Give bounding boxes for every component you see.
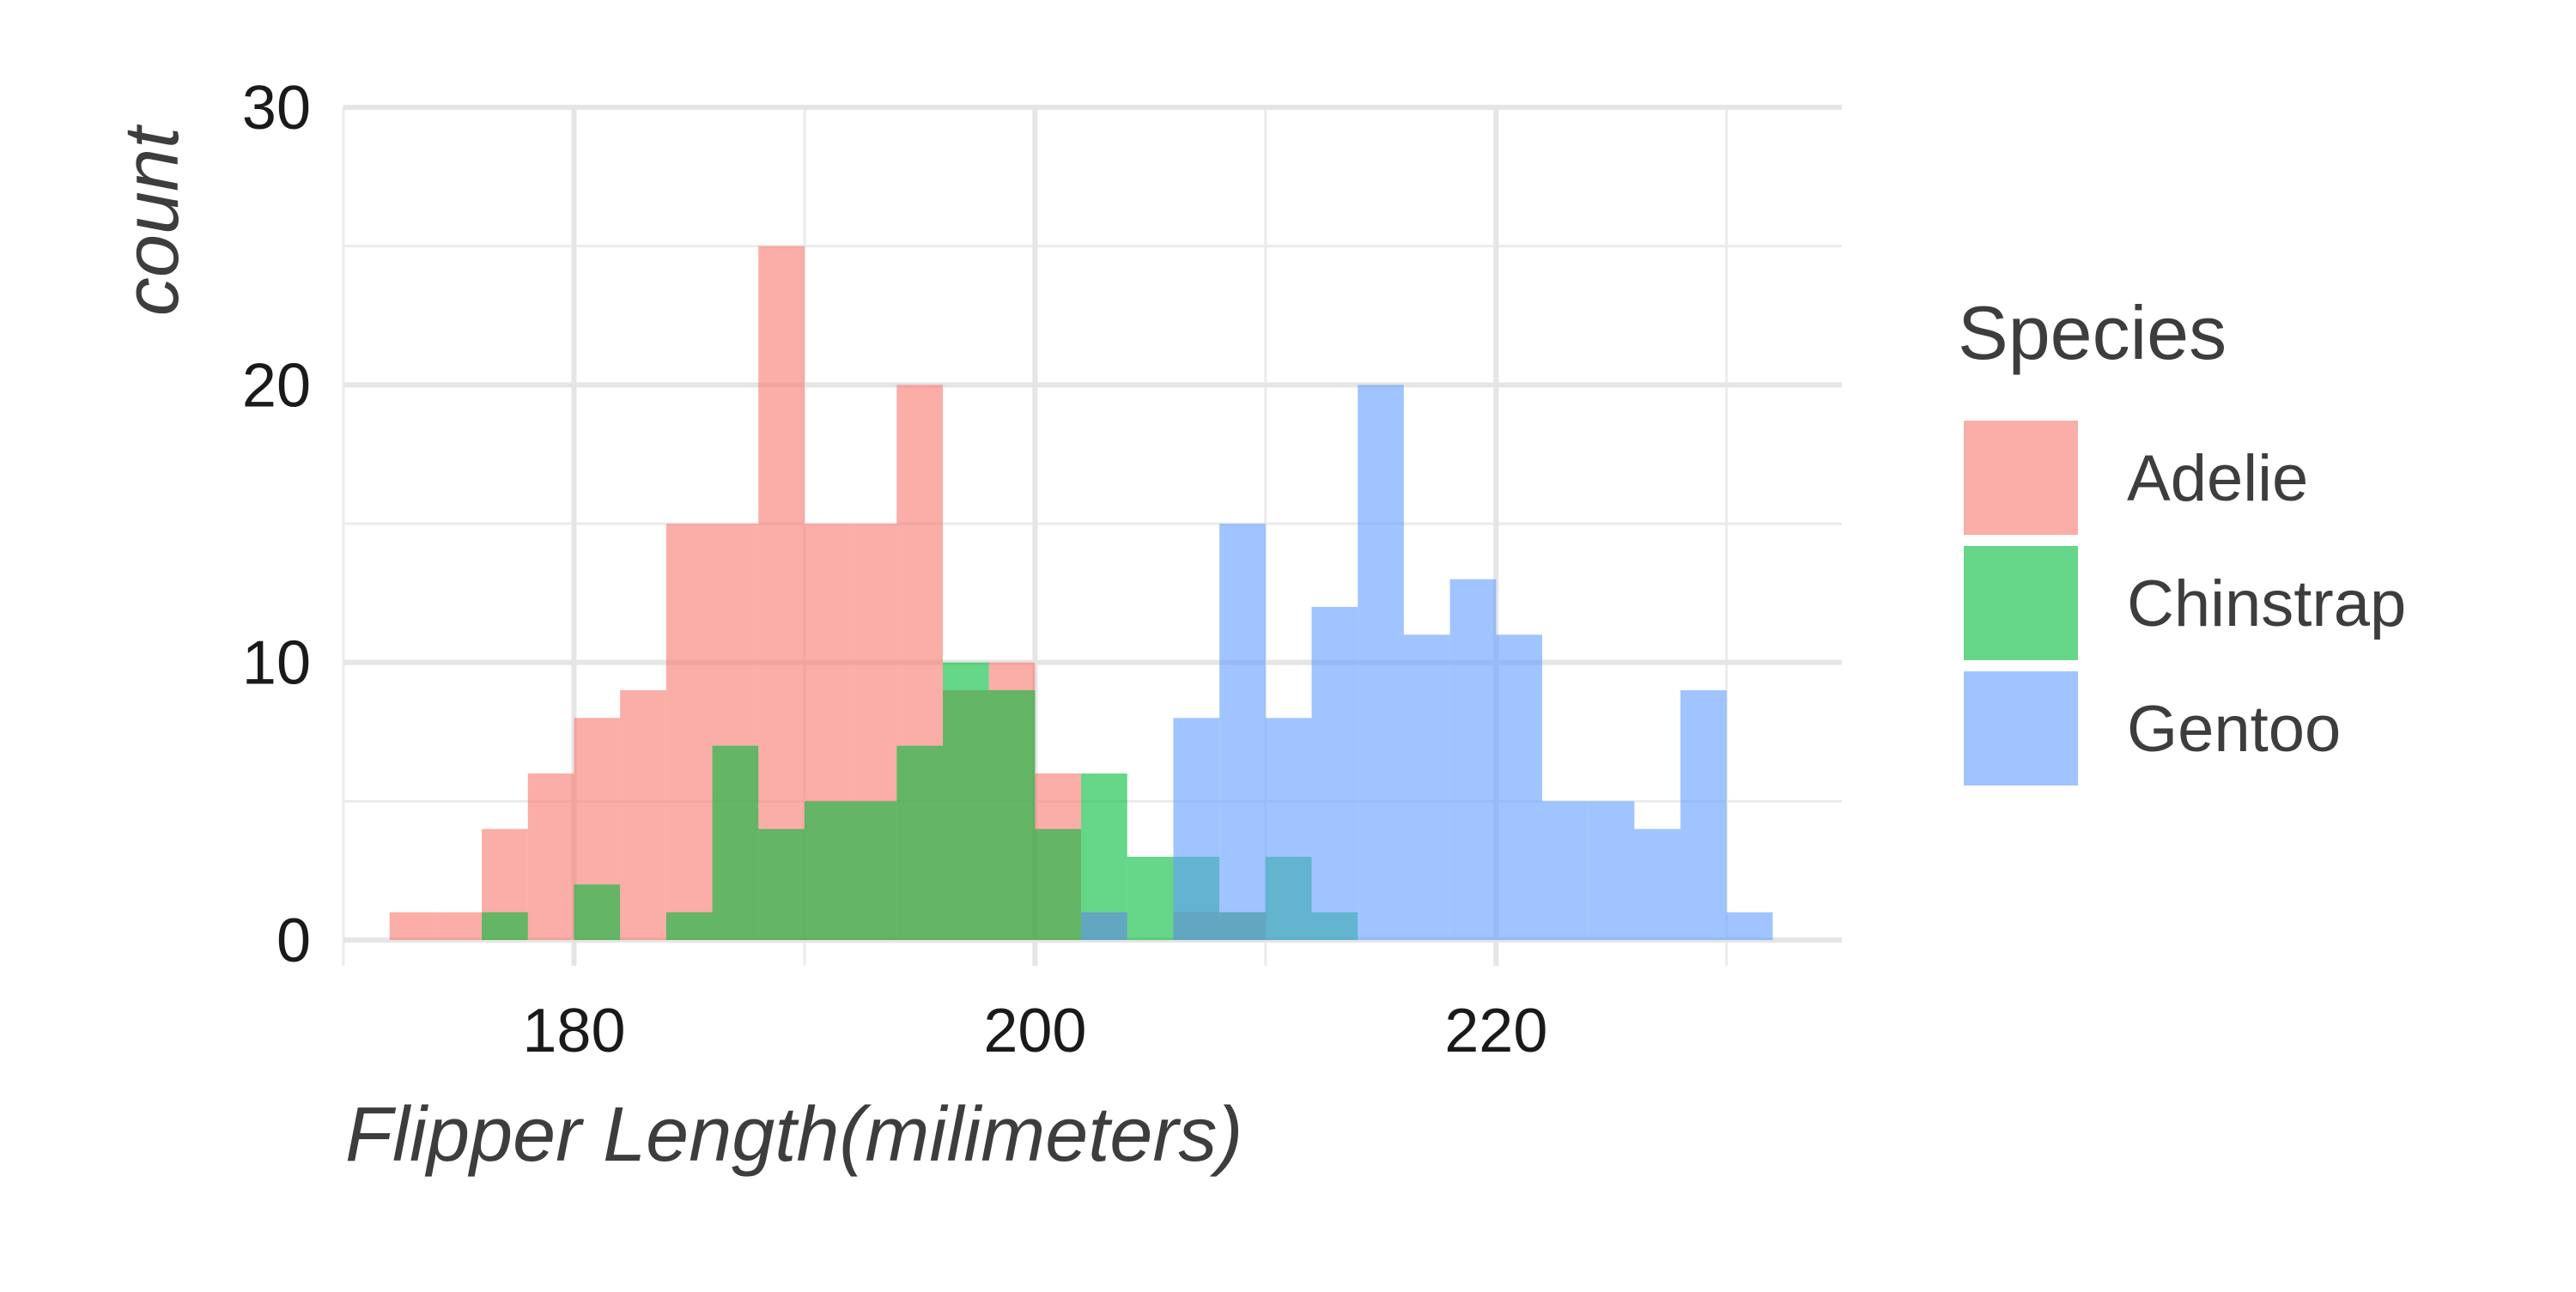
x-tick-label: 220 (1444, 997, 1547, 1065)
bar-adelie (758, 246, 805, 941)
bar-gentoo (1542, 801, 1589, 940)
bar-chinstrap (896, 745, 943, 940)
bar-chinstrap (712, 745, 759, 940)
bar-gentoo (1081, 912, 1127, 940)
bar-gentoo (1173, 718, 1220, 940)
legend: Species Adelie Chinstrap Gentoo (1958, 290, 2406, 786)
legend-label-adelie: Adelie (2127, 442, 2308, 515)
x-axis-title: Flipper Length(milimeters) (345, 1092, 1242, 1178)
bar-gentoo (1358, 385, 1404, 940)
legend-items: Adelie Chinstrap Gentoo (1964, 421, 2406, 786)
bar-chinstrap (943, 662, 989, 940)
y-tick-label: 30 (242, 74, 311, 143)
bar-gentoo (1219, 524, 1266, 940)
y-axis-title: count (109, 124, 195, 316)
y-tick-label: 0 (276, 907, 311, 975)
legend-label-gentoo: Gentoo (2127, 693, 2341, 766)
bar-gentoo (1726, 912, 1773, 940)
legend-label-chinstrap: Chinstrap (2127, 567, 2406, 640)
histogram-bars (389, 246, 1773, 941)
bar-adelie (620, 690, 666, 940)
bar-gentoo (1265, 718, 1312, 940)
bar-chinstrap (850, 801, 897, 940)
bar-gentoo (1496, 634, 1542, 940)
bar-chinstrap (758, 828, 805, 940)
bar-adelie (665, 524, 713, 940)
legend-title: Species (1958, 290, 2227, 375)
bar-adelie (527, 773, 574, 940)
bar-chinstrap (665, 912, 713, 940)
bar-chinstrap (482, 912, 528, 940)
bar-chinstrap (574, 884, 621, 940)
y-tick-label: 20 (242, 351, 311, 420)
axes: 0 10 20 30 180 200 220 (242, 74, 1547, 1065)
bar-gentoo (1680, 690, 1727, 940)
x-tick-label: 200 (983, 997, 1086, 1065)
bar-chinstrap (1127, 857, 1174, 940)
x-tick-label: 180 (522, 997, 625, 1065)
bar-chinstrap (988, 690, 1036, 940)
bar-gentoo (1403, 634, 1450, 940)
legend-swatch-adelie (1964, 421, 2078, 535)
bar-adelie (435, 912, 483, 940)
bar-gentoo (1311, 607, 1358, 940)
bar-gentoo (1634, 828, 1681, 940)
bar-gentoo (1449, 579, 1497, 940)
bar-chinstrap (1035, 828, 1082, 940)
y-tick-label: 10 (242, 629, 311, 698)
bar-adelie (389, 912, 436, 940)
legend-swatch-gentoo (1964, 671, 2078, 786)
legend-swatch-chinstrap (1964, 546, 2078, 660)
bar-gentoo (1588, 801, 1635, 940)
bar-chinstrap (804, 801, 851, 940)
